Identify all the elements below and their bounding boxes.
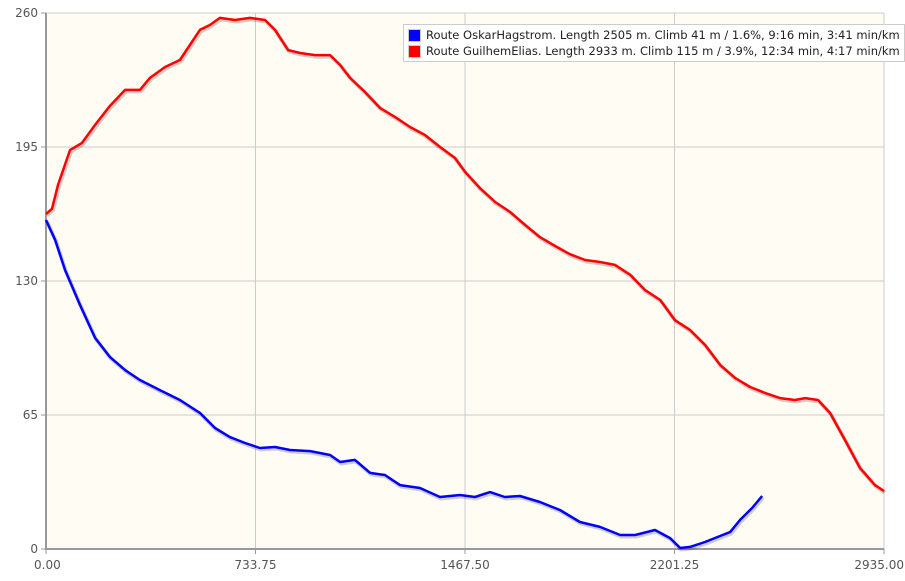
legend-swatch bbox=[408, 28, 421, 42]
legend-label: Route GuilhemElias. Length 2933 m. Climb… bbox=[426, 44, 900, 58]
legend-item[interactable]: Route GuilhemElias. Length 2933 m. Climb… bbox=[408, 43, 900, 59]
legend: Route OskarHagstrom. Length 2505 m. Clim… bbox=[403, 24, 905, 62]
series-line-0 bbox=[44, 219, 764, 550]
x-tick-label: 2201.25 bbox=[650, 558, 700, 572]
y-tick-label: 195 bbox=[15, 140, 38, 154]
y-tick-label: 130 bbox=[15, 274, 38, 288]
legend-item[interactable]: Route OskarHagstrom. Length 2505 m. Clim… bbox=[408, 27, 900, 43]
legend-swatch bbox=[408, 44, 421, 58]
legend-label: Route OskarHagstrom. Length 2505 m. Clim… bbox=[426, 28, 900, 42]
y-tick-label: 65 bbox=[23, 408, 38, 422]
series-line-1 bbox=[45, 16, 885, 493]
x-tick-label: 2935.00 bbox=[854, 558, 904, 572]
x-tick-label: 1467.50 bbox=[440, 558, 490, 572]
x-tick-label: 0.00 bbox=[34, 558, 61, 572]
x-tick-label: 733.75 bbox=[235, 558, 277, 572]
y-tick-label: 0 bbox=[30, 542, 38, 556]
y-tick-label: 260 bbox=[15, 6, 38, 20]
